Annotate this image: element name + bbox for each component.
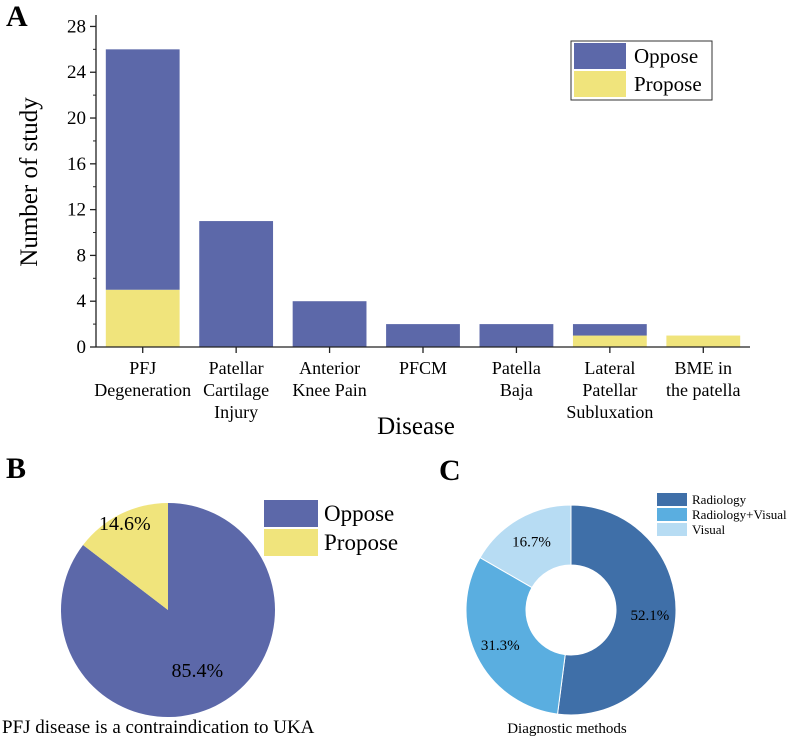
donut-caption: Diagnostic methods [507, 721, 627, 737]
donut-label: 52.1% [630, 608, 669, 624]
pie-caption: PFJ disease is a contraindication to UKA [2, 717, 315, 738]
y-tick-label: 28 [67, 16, 86, 37]
bar-oppose [386, 324, 460, 347]
legend-swatch-oppose [574, 43, 626, 69]
legend-label-propose: Propose [324, 530, 398, 555]
x-tick-label: Anterior Knee Pain [292, 358, 366, 400]
y-axis-title: Number of study [16, 97, 43, 267]
bar-propose [572, 335, 647, 347]
bar-propose [105, 289, 180, 347]
legend: Oppose Propose [264, 500, 398, 556]
legend-label: Radiology+Visual [692, 507, 787, 522]
donut-slice [556, 504, 677, 716]
pie-slice-oppose [61, 503, 275, 717]
bar-oppose [105, 49, 180, 290]
panel-c-letter: C [439, 454, 461, 487]
bar-oppose [199, 221, 274, 347]
legend-swatch-oppose [264, 500, 318, 527]
panel-b-letter: B [6, 452, 26, 485]
donut: 52.1% 31.3% 16.7% [465, 504, 677, 716]
bar-oppose [572, 324, 647, 336]
donut-label: 16.7% [512, 535, 551, 551]
x-tick-label: Lateral Patellar Subluxation [566, 358, 653, 422]
x-axis [96, 346, 750, 353]
panel-a-bar-chart: A 0 4 8 12 16 20 24 28 PFJ Degeneration Patellar C… [6, 0, 750, 440]
pie-label-propose: 14.6% [99, 513, 151, 535]
donut-slice [479, 504, 572, 589]
pie-label-oppose: 85.4% [171, 660, 223, 682]
legend-label-oppose: Oppose [324, 501, 394, 526]
donut-slice [465, 556, 566, 715]
legend-label-oppose: Oppose [634, 44, 698, 68]
y-axis: 0 4 8 12 16 20 24 28 [67, 15, 97, 358]
x-tick-label: PFCM [399, 358, 447, 378]
pie-slice-propose [83, 503, 168, 610]
legend-swatch-propose [574, 71, 626, 97]
legend-swatch [657, 523, 687, 536]
legend-label-propose: Propose [634, 72, 702, 96]
y-tick-label: 8 [77, 245, 87, 266]
y-tick-label: 4 [77, 291, 87, 312]
legend: Oppose Propose [570, 40, 713, 101]
x-axis-title: Disease [377, 413, 455, 440]
legend-label: Visual [692, 522, 726, 537]
legend-swatch [657, 508, 687, 521]
legend-swatch-propose [264, 529, 318, 556]
y-tick-label: 20 [67, 108, 86, 129]
x-tick-label: Patella Baja [492, 358, 541, 400]
panel-a-letter: A [6, 0, 28, 33]
category-labels: PFJ Degeneration Patellar Cartilage Injury An… [94, 358, 740, 422]
y-tick-label: 16 [67, 154, 86, 175]
x-tick-label: PFJ Degeneration [94, 358, 191, 400]
pie: 85.4% 14.6% [61, 503, 275, 717]
y-tick-label: 0 [77, 337, 87, 358]
bar-oppose [292, 301, 367, 347]
bar-propose [666, 335, 741, 347]
legend-box [570, 40, 713, 101]
x-tick-label: Patellar Cartilage Injury [203, 358, 269, 422]
x-tick-label: BME in the patella [666, 358, 740, 400]
bar-oppose [479, 324, 554, 347]
panel-b-pie-chart: B 85.4% 14.6% Oppose Propose PFJ disease i… [2, 452, 398, 738]
legend-label: Radiology [692, 492, 747, 507]
y-tick-label: 12 [67, 200, 86, 221]
panel-c-donut-chart: C 52.1% 31.3% 16.7% RadiologyRadiology+Vis… [439, 454, 787, 737]
y-tick-label: 24 [67, 62, 87, 83]
legend-swatch [657, 493, 687, 506]
donut-label: 31.3% [481, 638, 520, 654]
bars [105, 49, 741, 347]
